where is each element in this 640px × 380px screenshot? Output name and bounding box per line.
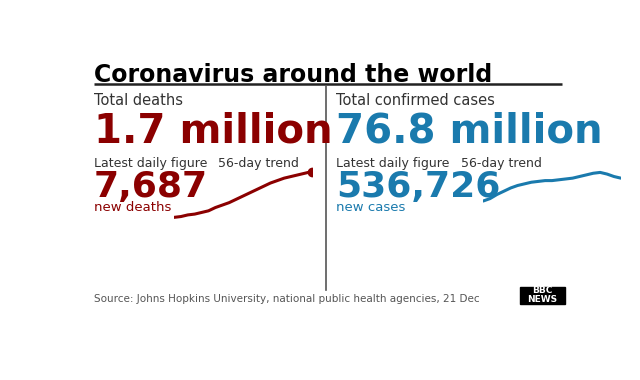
Text: Source: Johns Hopkins University, national public health agencies, 21 Dec: Source: Johns Hopkins University, nation…	[94, 294, 479, 304]
Text: Total deaths: Total deaths	[94, 93, 183, 108]
Text: 7,687: 7,687	[94, 170, 208, 204]
Text: Coronavirus around the world: Coronavirus around the world	[94, 63, 492, 87]
Text: Total confirmed cases: Total confirmed cases	[336, 93, 495, 108]
Text: Latest daily figure: Latest daily figure	[94, 157, 207, 170]
Text: new deaths: new deaths	[94, 201, 172, 214]
Text: Latest daily figure: Latest daily figure	[336, 157, 449, 170]
FancyBboxPatch shape	[520, 287, 565, 304]
Text: 56-day trend: 56-day trend	[218, 157, 299, 170]
Text: BBC
NEWS: BBC NEWS	[527, 286, 557, 304]
Text: new cases: new cases	[336, 201, 405, 214]
Text: 56-day trend: 56-day trend	[461, 157, 542, 170]
Text: 76.8 million: 76.8 million	[336, 111, 602, 151]
Text: 536,726: 536,726	[336, 170, 500, 204]
Text: 1.7 million: 1.7 million	[94, 111, 333, 151]
